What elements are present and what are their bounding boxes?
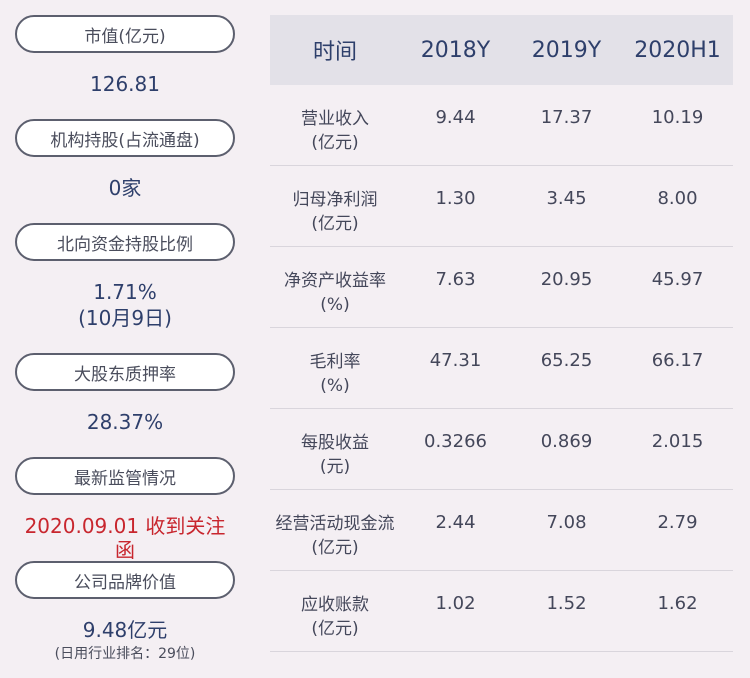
metric-name: 应收账款: [301, 595, 369, 615]
market-cap-value: 126.81: [90, 72, 160, 96]
metric-unit: (亿元): [311, 619, 359, 639]
metric-unit: (亿元): [311, 133, 359, 153]
table-cell: 9.44: [435, 107, 476, 128]
header-time: 时间: [312, 40, 357, 65]
pledge-rate-label: 大股东质押率: [15, 353, 235, 391]
row-label: 毛利率 (%): [270, 328, 400, 398]
table-cell: 1.02: [435, 593, 476, 614]
row-label: 经营活动现金流 (亿元): [270, 490, 400, 560]
table-cell: 45.97: [651, 269, 704, 290]
table-cell: 20.95: [540, 269, 593, 290]
metric-name: 经营活动现金流: [275, 514, 395, 534]
table-row: 营业收入 (亿元) 9.44 17.37 10.19: [270, 85, 733, 166]
table-cell: 7.08: [546, 512, 587, 533]
metric-name: 归母净利润: [292, 190, 378, 210]
table-cell: 1.52: [546, 593, 587, 614]
metric-name: 毛利率: [309, 352, 361, 372]
row-label: 每股收益 (元): [270, 409, 400, 479]
table-row: 净资产收益率 (%) 7.63 20.95 45.97: [270, 247, 733, 328]
brand-value-amount: 9.48亿元: [82, 618, 168, 642]
table-cell: 8.00: [657, 188, 698, 209]
table-cell: 10.19: [651, 107, 704, 128]
row-label: 净资产收益率 (%): [270, 247, 400, 317]
table-cell: 2.015: [651, 431, 704, 452]
table-row: 每股收益 (元) 0.3266 0.869 2.015: [270, 409, 733, 490]
table-row: 归母净利润 (亿元) 1.30 3.45 8.00: [270, 166, 733, 247]
table-cell: 65.25: [540, 350, 593, 371]
table-cell: 7.63: [435, 269, 476, 290]
header-2019: 2019Y: [531, 37, 602, 63]
market-cap-label: 市值(亿元): [15, 15, 235, 53]
table-cell: 1.62: [657, 593, 698, 614]
table-header: 时间 2018Y 2019Y 2020H1: [270, 15, 733, 85]
pledge-rate-value: 28.37%: [86, 410, 164, 434]
table-cell: 3.45: [546, 188, 587, 209]
northbound-holding-date: (10月9日): [78, 306, 172, 330]
table-cell: 2.44: [435, 512, 476, 533]
table-cell: 17.37: [540, 107, 593, 128]
table-cell: 0.3266: [424, 431, 487, 452]
metric-name: 净资产收益率: [284, 271, 386, 291]
metric-unit: (亿元): [311, 538, 359, 558]
brand-value-rank: (日用行业排名：29位): [54, 646, 196, 662]
row-label: 营业收入 (亿元): [270, 85, 400, 155]
table-row: 应收账款 (亿元) 1.02 1.52 1.62: [270, 571, 733, 652]
table-row: 经营活动现金流 (亿元) 2.44 7.08 2.79: [270, 490, 733, 571]
table-cell: 47.31: [429, 350, 482, 371]
regulation-status-value: 2020.09.01 收到关注函: [24, 514, 226, 562]
header-2020h1: 2020H1: [634, 37, 721, 63]
row-label: 归母净利润 (亿元): [270, 166, 400, 236]
header-2018: 2018Y: [420, 37, 491, 63]
table-cell: 0.869: [540, 431, 593, 452]
northbound-holding-label: 北向资金持股比例: [15, 223, 235, 261]
metric-name: 营业收入: [301, 109, 369, 129]
metric-unit: (%): [320, 295, 350, 315]
regulation-status-label: 最新监管情况: [15, 457, 235, 495]
table-cell: 1.30: [435, 188, 476, 209]
metric-unit: (元): [319, 457, 351, 477]
row-label: 应收账款 (亿元): [270, 571, 400, 641]
financial-table: 时间 2018Y 2019Y 2020H1 营业收入 (亿元) 9.44 17.…: [270, 15, 733, 652]
table-cell: 2.79: [657, 512, 698, 533]
institutional-holding-label: 机构持股(占流通盘): [15, 119, 235, 157]
metric-unit: (%): [320, 376, 350, 396]
brand-value-label: 公司品牌价值: [15, 561, 235, 599]
northbound-holding-value: 1.71%: [93, 280, 157, 304]
metric-unit: (亿元): [311, 214, 359, 234]
institutional-holding-value: 0家: [108, 176, 142, 200]
table-row: 毛利率 (%) 47.31 65.25 66.17: [270, 328, 733, 409]
metric-name: 每股收益: [301, 433, 369, 453]
table-cell: 66.17: [651, 350, 704, 371]
